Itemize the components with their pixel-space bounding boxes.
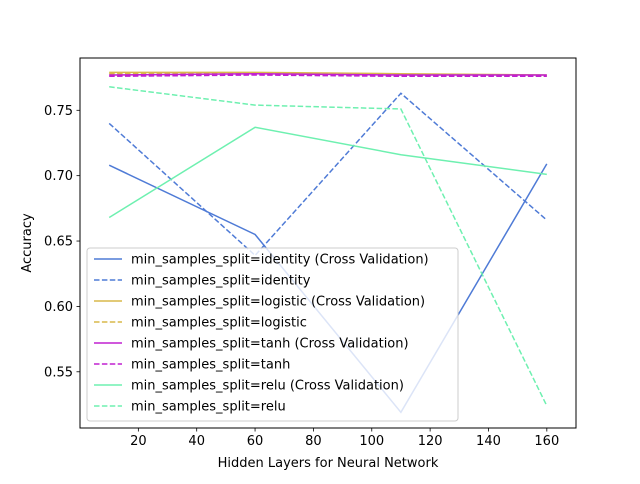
x-tick-label-7: 160 bbox=[534, 434, 559, 449]
x-tick-label-4: 100 bbox=[359, 434, 384, 449]
legend-entry-0: min_samples_split=identity (Cross Valida… bbox=[131, 253, 429, 268]
y-tick-label-4: 0.75 bbox=[44, 104, 73, 119]
legend-entry-2: min_samples_split=logistic (Cross Valida… bbox=[131, 295, 425, 310]
series-line-1 bbox=[108, 92, 548, 257]
legend-entry-1: min_samples_split=identity bbox=[131, 274, 311, 289]
y-tick-label-3: 0.70 bbox=[44, 169, 73, 184]
series-line-5 bbox=[109, 74, 547, 78]
legend-entry-7: min_samples_split=relu bbox=[131, 400, 286, 415]
y-axis-label: Accuracy bbox=[20, 213, 35, 273]
legend-entry-6: min_samples_split=relu (Cross Validation… bbox=[131, 379, 404, 394]
x-tick-label-0: 20 bbox=[130, 434, 147, 449]
legend-box bbox=[86, 247, 459, 422]
y-tick-label-2: 0.65 bbox=[44, 235, 73, 250]
x-axis-ticks: 20 40 60 80 100 120 140 160 bbox=[130, 428, 559, 449]
legend-entry-5: min_samples_split=tanh bbox=[131, 358, 290, 373]
x-tick-label-6: 140 bbox=[476, 434, 501, 449]
x-tick-label-5: 120 bbox=[418, 434, 443, 449]
legend-entry-4: min_samples_split=tanh (Cross Validation… bbox=[131, 337, 409, 352]
x-tick-label-2: 60 bbox=[247, 434, 264, 449]
legend-entry-3: min_samples_split=logistic bbox=[131, 316, 307, 331]
series-line-4 bbox=[109, 72, 547, 76]
y-axis-ticks: 0.55 0.60 0.65 0.70 0.75 bbox=[44, 104, 80, 380]
series-line-6 bbox=[108, 126, 547, 219]
x-tick-label-1: 40 bbox=[188, 434, 205, 449]
y-tick-label-0: 0.55 bbox=[44, 365, 73, 380]
plot-lines bbox=[108, 71, 548, 414]
x-axis-label: Hidden Layers for Neural Network bbox=[218, 456, 439, 471]
legend: min_samples_split=identity (Cross Valida… bbox=[86, 247, 459, 422]
y-tick-label-1: 0.60 bbox=[44, 300, 73, 315]
x-tick-label-3: 80 bbox=[305, 434, 322, 449]
series-line-7 bbox=[109, 86, 548, 407]
plot-frame bbox=[79, 57, 577, 429]
